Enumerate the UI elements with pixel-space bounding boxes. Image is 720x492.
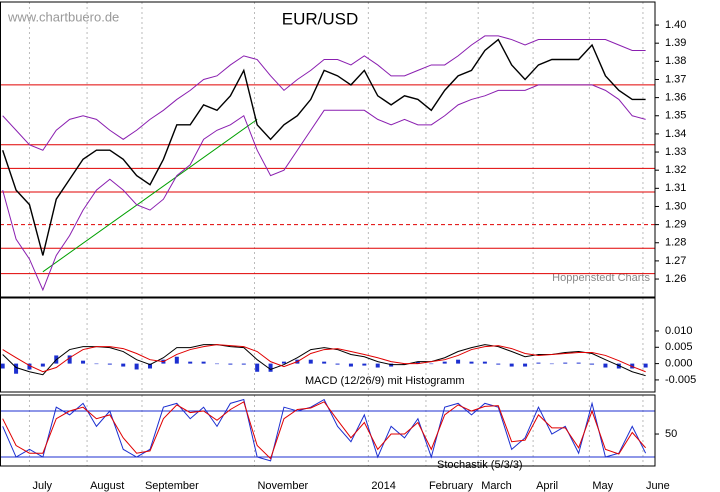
x-tick-label: September	[145, 480, 199, 492]
histogram-bar	[536, 362, 541, 364]
x-tick-label: November	[257, 480, 308, 492]
histogram-bar	[0, 363, 5, 369]
y-tick-label: 1.26	[665, 273, 686, 285]
histogram-bar	[107, 363, 112, 365]
series-line	[2, 398, 647, 462]
histogram-bar	[549, 363, 554, 365]
chart-title: EUR/USD	[282, 9, 359, 28]
histogram-bar	[362, 363, 367, 366]
y-tick-label: 1.32	[665, 164, 686, 176]
panel-frame	[0, 394, 656, 467]
histogram-bar	[643, 363, 648, 368]
y-tick-label: 1.33	[665, 146, 686, 158]
histogram-bar	[268, 363, 273, 372]
histogram-bar	[375, 363, 380, 368]
histogram-bar	[308, 359, 313, 364]
panel-frame	[0, 297, 656, 393]
x-tick-label: June	[646, 480, 670, 492]
histogram-bar	[348, 363, 353, 367]
histogram-bar	[335, 363, 340, 365]
y-tick-label: 1.34	[665, 128, 686, 140]
histogram-bar	[523, 363, 528, 367]
histogram-bar	[509, 363, 514, 367]
y-tick-label: 1.37	[665, 73, 686, 85]
y-tick-label: 0.005	[665, 341, 693, 353]
histogram-bar	[281, 361, 286, 364]
series-line	[2, 35, 646, 151]
x-tick-label: August	[90, 480, 124, 492]
credit: Hoppenstedt Charts	[552, 272, 650, 284]
x-tick-label: April	[536, 480, 558, 492]
histogram-bar	[469, 361, 474, 364]
y-tick-label: 1.28	[665, 237, 686, 249]
histogram-bar	[174, 356, 179, 364]
trend-line	[42, 118, 258, 273]
histogram-bar	[415, 361, 420, 364]
histogram-bar	[496, 363, 501, 365]
series-line	[2, 401, 647, 460]
x-tick-label: July	[32, 480, 52, 492]
series-line	[2, 344, 646, 373]
histogram-bar	[563, 362, 568, 364]
y-tick-label: 1.39	[665, 37, 686, 49]
panel-frame	[0, 1, 656, 298]
histogram-bar	[134, 363, 139, 370]
histogram-bar	[81, 360, 86, 364]
histogram-bar	[14, 363, 19, 374]
histogram-bar	[121, 363, 126, 367]
histogram-bar	[201, 361, 206, 364]
y-tick-label: 0.000	[665, 358, 693, 370]
y-tick-label: 1.27	[665, 255, 686, 267]
histogram-bar	[603, 363, 608, 368]
y-tick-label: 1.29	[665, 219, 686, 231]
histogram-bar	[429, 363, 434, 365]
histogram-bar	[214, 363, 219, 365]
histogram-bar	[27, 363, 32, 370]
source: www.chartbuero.de	[7, 9, 119, 24]
panel-title: Stochastik (5/3/3)	[437, 459, 523, 471]
y-tick-label: 0.010	[665, 325, 693, 337]
x-tick-label: February	[429, 480, 474, 492]
histogram-bar	[590, 363, 595, 365]
histogram-bar	[322, 361, 327, 364]
histogram-bar	[442, 361, 447, 364]
panel-title: MACD (12/26/9) mit Histogramm	[305, 375, 465, 387]
y-tick-label: 1.38	[665, 55, 686, 67]
histogram-bar	[148, 363, 153, 369]
y-tick-label: 1.35	[665, 110, 686, 122]
histogram-bar	[456, 359, 461, 364]
histogram-bar	[40, 363, 45, 367]
histogram-bar	[67, 355, 72, 364]
histogram-bar	[228, 363, 233, 365]
series-line	[2, 84, 646, 292]
histogram-bar	[576, 362, 581, 364]
y-tick-label: 1.40	[665, 19, 686, 31]
histogram-bar	[188, 361, 193, 364]
histogram-bar	[255, 363, 260, 372]
y-tick-label: -0.005	[665, 374, 696, 386]
x-tick-label: March	[481, 480, 512, 492]
series-line	[2, 344, 646, 377]
y-tick-label: 1.30	[665, 200, 686, 212]
histogram-bar	[94, 363, 99, 365]
x-tick-label: 2014	[371, 480, 395, 492]
y-tick-label: 1.36	[665, 92, 686, 104]
series-line	[2, 38, 646, 256]
x-tick-label: May	[592, 480, 613, 492]
y-tick-label: 1.31	[665, 182, 686, 194]
histogram-bar	[241, 363, 246, 365]
y-tick-label: 50	[665, 428, 677, 440]
histogram-bar	[482, 361, 487, 364]
